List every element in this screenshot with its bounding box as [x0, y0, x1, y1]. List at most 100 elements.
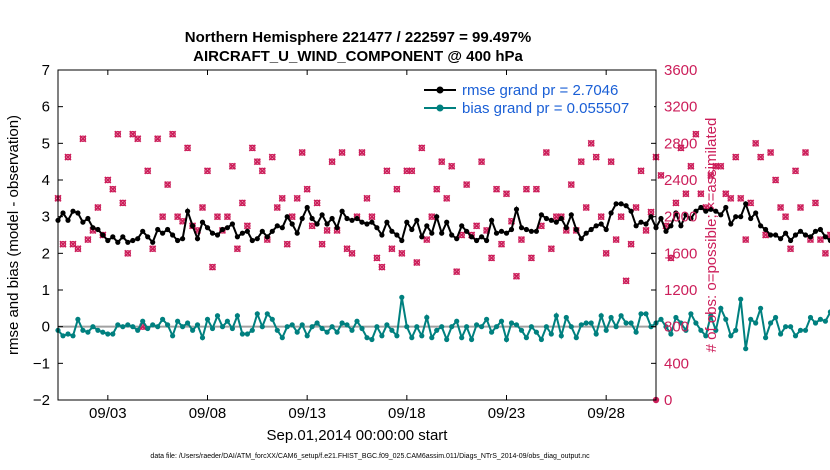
obs-assimilated-point	[517, 236, 526, 244]
bias-point	[85, 329, 91, 335]
rmse-point	[568, 212, 574, 218]
y-axis-label: rmse and bias (model - observation)	[5, 115, 22, 355]
obs-possible-point	[164, 181, 171, 188]
obs-possible-point	[343, 245, 351, 252]
rmse-point	[274, 223, 280, 229]
obs-assimilated-point	[816, 236, 825, 244]
bias-point	[449, 324, 455, 330]
obs-assimilated-point	[368, 213, 376, 221]
obs-possible-point	[767, 149, 774, 156]
rmse-point	[553, 219, 559, 225]
rmse-point	[613, 201, 619, 207]
obs-possible-point	[383, 167, 391, 175]
obs-possible-point	[617, 213, 625, 220]
obs-possible-point	[607, 158, 615, 165]
rmse-point	[229, 221, 235, 227]
rmse-point	[344, 215, 350, 222]
rmse-point	[349, 217, 355, 223]
obs-possible-point	[627, 240, 635, 248]
rmse-point	[817, 226, 824, 233]
bias-point	[234, 313, 240, 319]
bias-point	[229, 325, 235, 332]
rmse-point	[150, 239, 156, 245]
bias-point	[374, 324, 380, 330]
obs-possible-point	[174, 213, 181, 220]
obs-assimilated-point	[228, 162, 236, 170]
bias-point	[469, 336, 475, 343]
obs-assimilated-point	[154, 135, 162, 143]
rmse-point	[812, 228, 819, 234]
obs-assimilated-point	[358, 148, 366, 157]
bias-point	[224, 318, 230, 324]
rmse-point	[65, 217, 71, 223]
rmse-point	[738, 214, 744, 220]
obs-assimilated-point	[453, 268, 461, 276]
obs-possible-point	[822, 250, 829, 257]
bias-point	[563, 314, 569, 321]
rmse-point	[80, 219, 86, 225]
rmse-point	[110, 234, 116, 240]
obs-assimilated-point	[383, 167, 391, 175]
bias-point	[429, 335, 435, 341]
y-tick-label: 6	[42, 99, 50, 116]
bias-point	[65, 331, 71, 337]
obs-possible-point	[722, 190, 730, 197]
obs-possible-point	[64, 153, 72, 161]
bias-point	[199, 335, 206, 341]
obs-assimilated-point	[213, 213, 222, 221]
obs-possible-point	[278, 195, 286, 202]
bias-point	[219, 324, 226, 330]
bias-point	[75, 316, 81, 322]
bias-point	[145, 325, 151, 332]
obs-assimilated-point	[582, 203, 590, 212]
obs-possible-point	[109, 185, 117, 193]
bias-point	[718, 305, 724, 311]
bias-point	[538, 336, 545, 343]
obs-possible-point	[687, 162, 695, 170]
obs-assimilated-point	[59, 240, 67, 248]
obs-possible-point	[518, 236, 525, 243]
bias-point	[399, 294, 405, 300]
obs-possible-point	[234, 245, 241, 252]
rmse-point	[249, 237, 255, 244]
rmse-point	[389, 228, 395, 234]
bias-point	[738, 296, 744, 302]
bias-point	[459, 335, 465, 341]
obs-assimilated-point	[587, 139, 595, 147]
bias-point	[753, 320, 759, 326]
obs-possible-point	[84, 236, 92, 243]
obs-possible-point	[737, 195, 744, 202]
bias-point	[474, 322, 480, 328]
obs-assimilated-point	[796, 203, 805, 212]
bias-point	[379, 333, 385, 339]
rmse-point	[394, 232, 400, 238]
rmse-point	[439, 230, 445, 236]
obs-possible-point	[373, 254, 381, 262]
obs-assimilated-point	[597, 213, 605, 221]
legend-rmse-label: rmse grand pr = 2.7046	[462, 82, 618, 99]
rmse-point	[155, 226, 161, 233]
bias-point	[95, 327, 101, 333]
bias-point	[758, 305, 764, 311]
bias-point	[125, 322, 131, 328]
obs-assimilated-point	[567, 181, 575, 189]
obs-assimilated-point	[811, 199, 820, 207]
obs-possible-point	[597, 213, 605, 220]
rmse-point	[209, 230, 216, 236]
rmse-point	[190, 223, 196, 229]
obs-possible-point	[622, 277, 630, 285]
obs-possible-point	[199, 204, 206, 211]
bias-point	[274, 327, 280, 333]
bias-point	[130, 324, 136, 330]
rmse-point	[289, 221, 295, 227]
obs-assimilated-point	[682, 190, 690, 198]
obs-possible-point	[548, 245, 555, 252]
rmse-point	[60, 210, 66, 216]
rmse-point	[768, 232, 774, 238]
bias-point	[508, 320, 515, 326]
rmse-point	[364, 221, 370, 227]
obs-assimilated-point	[124, 249, 132, 257]
obs-assimilated-point	[298, 148, 306, 157]
y2-tick-label: 3600	[664, 62, 697, 79]
rmse-point	[792, 232, 799, 238]
